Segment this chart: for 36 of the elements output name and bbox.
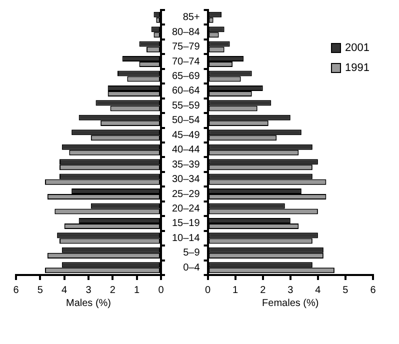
y-tick-label: 65–69: [172, 71, 200, 82]
x-tick-label: 1: [232, 284, 239, 296]
y-tick-label: 10–14: [172, 232, 200, 244]
y-tick-label: 15–19: [172, 218, 200, 230]
x-tick-label: 0: [158, 284, 164, 296]
x-axis-title: Males (%): [66, 298, 112, 309]
y-tick-label: 5–9: [183, 248, 200, 259]
legend-label: 2001: [345, 41, 370, 56]
y-tick-label: 75–79: [172, 42, 200, 53]
x-tick-label: 5: [342, 284, 349, 296]
x-tick-label: 4: [315, 284, 322, 296]
x-tick-label: 5: [37, 284, 44, 296]
y-tick-label: 60–64: [172, 86, 200, 97]
legend-label: 1991: [345, 61, 370, 76]
y-tick-label: 0–4: [183, 262, 200, 274]
x-tick-label: 3: [86, 284, 92, 296]
y-tick-label: 25–29: [172, 188, 200, 200]
y-tick-label: 45–49: [172, 130, 200, 141]
y-tick-label: 50–54: [172, 115, 200, 126]
x-tick-label: 1: [134, 284, 140, 296]
x-tick-label: 4: [62, 284, 68, 296]
y-tick-label: 20–24: [172, 204, 200, 214]
x-axis-title: Females (%): [262, 298, 319, 309]
y-tick-label: 85+: [182, 12, 200, 24]
x-tick-label: 2: [110, 284, 116, 296]
x-tick-label: 0: [205, 284, 212, 296]
y-tick-label: 40–44: [172, 144, 200, 156]
x-tick-label: 6: [13, 284, 20, 296]
y-tick-label: 30–34: [172, 174, 200, 186]
x-tick-label: 3: [288, 284, 294, 296]
y-tick-label: 80–84: [172, 26, 200, 38]
y-tick-label: 35–39: [172, 159, 200, 170]
y-tick-label: 55–59: [172, 100, 200, 112]
y-tick-label: 70–74: [172, 56, 200, 68]
x-tick-label: 2: [260, 284, 266, 296]
x-tick-label: 6: [370, 284, 376, 296]
